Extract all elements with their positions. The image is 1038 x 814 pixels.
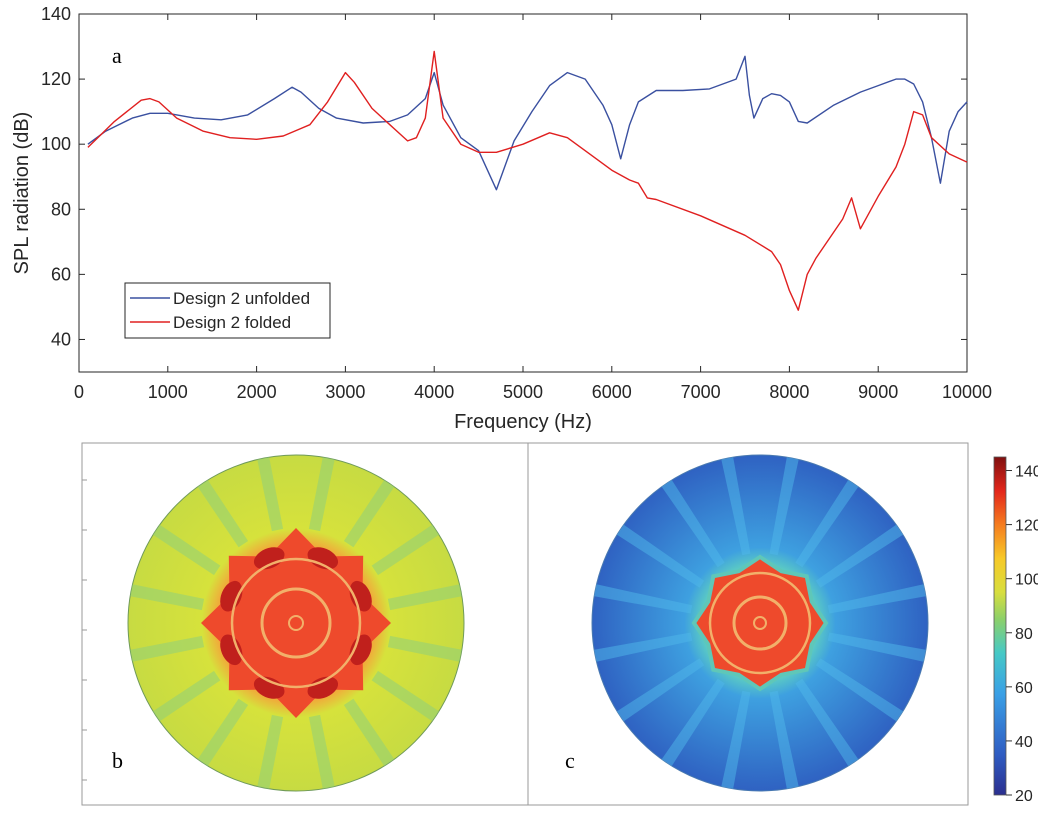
disc-ray bbox=[769, 457, 799, 556]
x-axis-ticks: 0 1000 2000 3000 4000 5000 6000 7000 8000 9000 100… bbox=[74, 14, 992, 402]
colorbar: 20 40 60 80 100 120 140 bbox=[993, 456, 1038, 805]
x-tick-label: 1000 bbox=[148, 382, 188, 402]
disc-ray bbox=[827, 584, 926, 614]
panel-label-a: a bbox=[112, 43, 122, 68]
colorbar-gradient bbox=[993, 456, 1007, 796]
field-map-panel-c: c bbox=[527, 442, 969, 806]
disc-b-ring-outer bbox=[230, 557, 362, 689]
x-tick-label: 3000 bbox=[325, 382, 365, 402]
disc-ray bbox=[594, 632, 693, 662]
x-axis-label: Frequency (Hz) bbox=[454, 411, 592, 433]
disc-ray bbox=[815, 524, 903, 588]
x-tick-label: 9000 bbox=[858, 382, 898, 402]
colorbar-tick-label: 140 bbox=[1015, 464, 1038, 481]
series-line-unfolded bbox=[87, 55, 968, 191]
disc-lobe bbox=[349, 634, 372, 666]
disc-b-rays bbox=[130, 457, 462, 789]
colorbar-tick-label: 120 bbox=[1015, 518, 1038, 535]
disc-c-center bbox=[753, 616, 767, 630]
y-tick-label: 100 bbox=[41, 134, 71, 154]
disc-b-center bbox=[288, 615, 304, 631]
panel-label-b: b bbox=[112, 748, 123, 773]
x-tick-label: 4000 bbox=[414, 382, 454, 402]
series-line-folded bbox=[87, 50, 968, 311]
disc-ray bbox=[371, 670, 439, 722]
legend-entry-unfolded: Design 2 unfolded bbox=[173, 289, 310, 308]
legend: Design 2 unfolded Design 2 folded bbox=[124, 282, 331, 339]
disc-lobe bbox=[307, 676, 339, 699]
disc-ray bbox=[343, 698, 395, 766]
disc-ray bbox=[130, 584, 205, 611]
disc-lobe bbox=[253, 676, 285, 699]
colorbar-tick-label: 40 bbox=[1015, 734, 1033, 751]
colorbar-tick-label: 20 bbox=[1015, 788, 1033, 805]
disc-ray bbox=[795, 480, 859, 568]
legend-box bbox=[124, 282, 331, 339]
disc-ray bbox=[153, 524, 221, 576]
disc-ray bbox=[769, 690, 799, 789]
disc-ray bbox=[371, 524, 439, 576]
colorbar-tick-label: 60 bbox=[1015, 680, 1033, 697]
disc-ray bbox=[130, 635, 205, 662]
disc-b-ring-inner bbox=[260, 587, 332, 659]
series-lines bbox=[87, 50, 968, 311]
y-tick-label: 120 bbox=[41, 69, 71, 89]
x-tick-label: 2000 bbox=[237, 382, 277, 402]
disc-ray bbox=[308, 714, 335, 789]
disc-ray bbox=[197, 698, 249, 766]
disc-ray bbox=[387, 584, 462, 611]
colorbar-tick-label: 100 bbox=[1015, 572, 1038, 589]
disc-ray bbox=[594, 584, 693, 614]
disc-ray bbox=[257, 714, 284, 789]
colorbar-ticks: 20 40 60 80 100 120 140 bbox=[1006, 464, 1038, 805]
disc-ray bbox=[661, 480, 725, 568]
disc-ray bbox=[827, 632, 926, 662]
legend-entry-folded: Design 2 folded bbox=[173, 313, 291, 332]
disc-ray bbox=[795, 678, 859, 766]
x-tick-label: 6000 bbox=[592, 382, 632, 402]
disc-c-core bbox=[691, 554, 829, 692]
disc-ray bbox=[815, 658, 903, 722]
x-tick-label: 7000 bbox=[681, 382, 721, 402]
disc-lobe bbox=[253, 547, 285, 570]
disc-ray bbox=[661, 678, 725, 766]
disc-ray bbox=[308, 457, 335, 532]
disc-c-rays bbox=[594, 457, 926, 789]
disc-ray bbox=[721, 690, 751, 789]
panel-label-c: c bbox=[565, 748, 575, 773]
x-tick-label: 8000 bbox=[769, 382, 809, 402]
y-axis-label: SPL radiation (dB) bbox=[11, 112, 33, 275]
field-map-panel-b: b bbox=[81, 442, 529, 806]
disc-ray bbox=[617, 524, 705, 588]
disc-lobe bbox=[220, 634, 243, 666]
disc-ray bbox=[257, 457, 284, 532]
disc-ray bbox=[197, 480, 249, 548]
disc-ray bbox=[617, 658, 705, 722]
y-tick-label: 80 bbox=[51, 199, 71, 219]
y-tick-label: 140 bbox=[41, 4, 71, 24]
disc-c-ring-outer bbox=[708, 571, 812, 675]
disc-b-core bbox=[201, 528, 391, 718]
colorbar-tick-label: 80 bbox=[1015, 626, 1033, 643]
disc-ray bbox=[387, 635, 462, 662]
x-tick-label: 5000 bbox=[503, 382, 543, 402]
line-chart-panel-a: 40 60 80 100 120 140 0 1000 2000 3000 4000 5000 600… bbox=[11, 4, 992, 433]
disc-ray bbox=[153, 670, 221, 722]
y-tick-label: 60 bbox=[51, 264, 71, 284]
panel-b-ticks bbox=[82, 479, 87, 781]
disc-lobe bbox=[349, 580, 372, 612]
disc-lobe bbox=[307, 547, 339, 570]
y-axis-ticks: 40 60 80 100 120 140 bbox=[41, 4, 967, 349]
disc-ray bbox=[343, 480, 395, 548]
disc-ray bbox=[721, 457, 751, 556]
disc-lobe bbox=[220, 580, 243, 612]
x-tick-label: 0 bbox=[74, 382, 84, 402]
x-tick-label: 10000 bbox=[942, 382, 992, 402]
disc-b-lobes bbox=[220, 547, 372, 699]
disc-c-ring-inner bbox=[732, 595, 788, 651]
y-tick-label: 40 bbox=[51, 329, 71, 349]
